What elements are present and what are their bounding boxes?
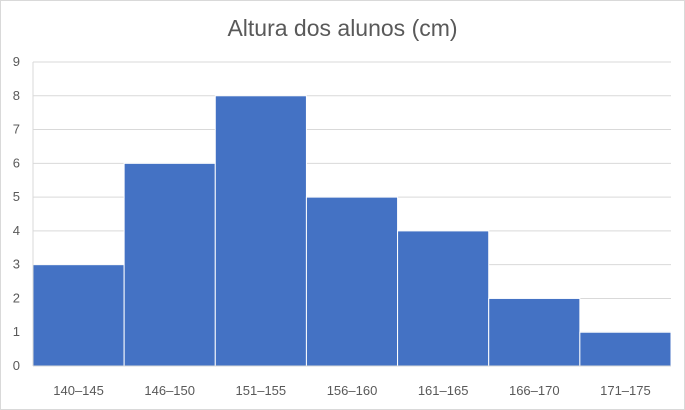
axes — [32, 62, 671, 367]
bar — [305, 196, 399, 367]
chart-title: Altura dos alunos (cm) — [227, 15, 458, 41]
bar — [32, 264, 125, 367]
y-tick-label: 0 — [13, 358, 20, 373]
x-tick-label: 171–175 — [600, 383, 651, 398]
bar — [123, 162, 216, 367]
x-tick-label: 161–165 — [418, 383, 469, 398]
x-tick-label: 166–170 — [509, 383, 560, 398]
y-tick-label: 4 — [13, 223, 20, 238]
y-tick-label: 8 — [13, 88, 20, 103]
y-tick-label: 1 — [13, 324, 20, 339]
bar — [397, 230, 490, 367]
y-tick-label: 5 — [13, 189, 20, 204]
x-tick-label: 146–150 — [144, 383, 195, 398]
bar — [579, 331, 672, 367]
y-tick-label: 7 — [13, 122, 20, 137]
bar — [488, 297, 581, 367]
bar — [214, 95, 307, 367]
x-tick-label: 156–160 — [327, 383, 378, 398]
y-tick-label: 9 — [13, 54, 20, 69]
y-axis-ticks: 0 1 2 3 4 5 6 7 8 9 — [13, 54, 20, 373]
x-axis-ticks: 140–145 146–150 151–155 156–160 161–165 166–1… — [53, 383, 650, 398]
bars — [32, 95, 672, 367]
x-tick-label: 151–155 — [236, 383, 287, 398]
y-tick-label: 6 — [13, 155, 20, 170]
y-tick-label: 3 — [13, 257, 20, 272]
x-tick-label: 140–145 — [53, 383, 104, 398]
y-tick-label: 2 — [13, 290, 20, 305]
